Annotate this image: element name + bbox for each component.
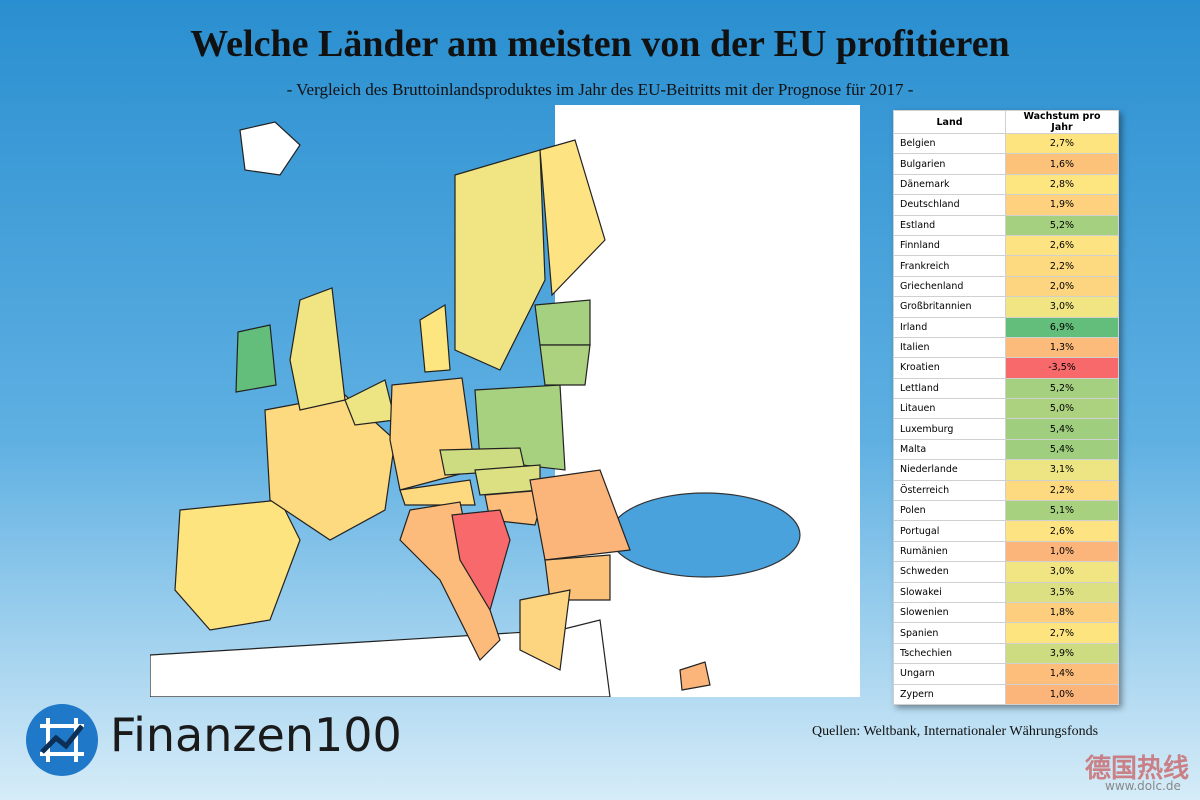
watermark-url: www.dolc.de <box>1105 779 1181 793</box>
country-cell: Deutschland <box>893 194 1006 216</box>
country-cell: Slowenien <box>893 601 1006 624</box>
table-row: Litauen 5,0% <box>893 398 1119 420</box>
table-row: Polen 5,1% <box>893 500 1119 522</box>
country-cell: Dänemark <box>893 173 1006 196</box>
country-cell: Großbritannien <box>893 296 1006 318</box>
growth-cell: 5,1% <box>1005 500 1119 522</box>
growth-cell: 3,5% <box>1005 581 1119 603</box>
growth-cell: 2,2% <box>1005 479 1119 502</box>
table-row: Kroatien -3,5% <box>893 357 1119 379</box>
country-cell: Spanien <box>893 622 1006 644</box>
growth-cell: 5,0% <box>1005 398 1119 420</box>
table-row: Estland 5,2% <box>893 214 1119 236</box>
growth-cell: -3,5% <box>1005 357 1119 379</box>
country-cell: Portugal <box>893 520 1006 542</box>
logo-text: Finanzen100 <box>110 708 402 762</box>
table-row: Dänemark 2,8% <box>893 173 1119 196</box>
country-cell: Kroatien <box>893 357 1006 379</box>
growth-cell: 5,2% <box>1005 214 1119 236</box>
table-row: Rumänien 1,0% <box>893 540 1119 563</box>
table-row: Zypern 1,0% <box>893 683 1119 705</box>
column-header: Wachstum pro Jahr <box>1005 110 1119 134</box>
sources: Quellen: Weltbank, Internationaler Währu… <box>812 724 1099 739</box>
growth-cell: 3,0% <box>1005 296 1119 318</box>
growth-cell: 5,4% <box>1005 418 1119 440</box>
country-cell: Frankreich <box>893 255 1006 277</box>
growth-cell: 2,7% <box>1005 132 1119 155</box>
growth-cell: 2,0% <box>1005 275 1119 298</box>
country-cell: Ungarn <box>893 663 1006 685</box>
country-cell: Niederlande <box>893 459 1006 481</box>
growth-cell: 2,6% <box>1005 520 1119 542</box>
country-cell: Lettland <box>893 377 1006 400</box>
country-cell: Litauen <box>893 398 1006 420</box>
table-row: Lettland 5,2% <box>893 377 1119 400</box>
growth-cell: 1,0% <box>1005 540 1119 563</box>
growth-cell: 2,2% <box>1005 255 1119 277</box>
table-row: Frankreich 2,2% <box>893 255 1119 277</box>
country-cell: Luxemburg <box>893 418 1006 440</box>
table-row: Bulgarien 1,6% <box>893 153 1119 175</box>
growth-cell: 6,9% <box>1005 316 1119 338</box>
growth-cell: 3,0% <box>1005 561 1119 583</box>
growth-cell: 1,6% <box>1005 153 1119 175</box>
table-row: Spanien 2,7% <box>893 622 1119 644</box>
growth-cell: 5,4% <box>1005 438 1119 461</box>
table-row: Griechenland 2,0% <box>893 275 1119 298</box>
table-row: Ungarn 1,4% <box>893 663 1119 685</box>
country-cell: Irland <box>893 316 1006 338</box>
country-cell: Österreich <box>893 479 1006 502</box>
country-cell: Griechenland <box>893 275 1006 298</box>
country-cell: Tschechien <box>893 642 1006 665</box>
country-cell: Polen <box>893 500 1006 522</box>
growth-cell: 2,8% <box>1005 173 1119 196</box>
growth-cell: 1,0% <box>1005 683 1119 705</box>
growth-cell: 2,7% <box>1005 622 1119 644</box>
subtitle: - Vergleich des Bruttoinlandsproduktes i… <box>286 80 914 99</box>
table-row: Malta 5,4% <box>893 438 1119 461</box>
title: Welche Länder am meisten von der EU prof… <box>190 23 1010 65</box>
table-row: Finnland 2,6% <box>893 234 1119 257</box>
table-row: Irland 6,9% <box>893 316 1119 338</box>
country-cell: Zypern <box>893 683 1006 705</box>
growth-cell: 1,8% <box>1005 601 1119 624</box>
column-header: Land <box>893 110 1006 134</box>
country-cell: Malta <box>893 438 1006 461</box>
country-cell: Schweden <box>893 561 1006 583</box>
table-row: Großbritannien 3,0% <box>893 296 1119 318</box>
growth-cell: 2,6% <box>1005 234 1119 257</box>
growth-cell: 1,4% <box>1005 663 1119 685</box>
table-row: Österreich 2,2% <box>893 479 1119 502</box>
table-row: Tschechien 3,9% <box>893 642 1119 665</box>
growth-cell: 1,9% <box>1005 194 1119 216</box>
growth-cell: 5,2% <box>1005 377 1119 400</box>
table-row: Luxemburg 5,4% <box>893 418 1119 440</box>
table-row: Schweden 3,0% <box>893 561 1119 583</box>
growth-table: Land Wachstum pro Jahr Belgien 2,7% Bulgar… <box>893 110 1119 705</box>
country-cell: Slowakei <box>893 581 1006 603</box>
map <box>150 105 860 697</box>
country-cell: Rumänien <box>893 540 1006 563</box>
table-row: Portugal 2,6% <box>893 520 1119 542</box>
table-row: Deutschland 1,9% <box>893 194 1119 216</box>
table-row: Belgien 2,7% <box>893 132 1119 155</box>
table-row: Slowenien 1,8% <box>893 601 1119 624</box>
watermark: 德国热线 <box>1085 754 1190 783</box>
table-row: Niederlande 3,1% <box>893 459 1119 481</box>
country-cell: Belgien <box>893 132 1006 155</box>
table-row: Slowakei 3,5% <box>893 581 1119 603</box>
country-cell: Finnland <box>893 234 1006 257</box>
growth-cell: 3,1% <box>1005 459 1119 481</box>
logo-icon <box>26 704 98 776</box>
country-cell: Estland <box>893 214 1006 236</box>
growth-cell: 3,9% <box>1005 642 1119 665</box>
country-cell: Italien <box>893 336 1006 359</box>
table-row: Italien 1,3% <box>893 336 1119 359</box>
growth-cell: 1,3% <box>1005 336 1119 359</box>
country-cell: Bulgarien <box>893 153 1006 175</box>
